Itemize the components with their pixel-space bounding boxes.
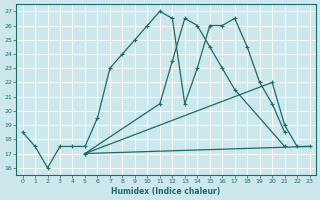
X-axis label: Humidex (Indice chaleur): Humidex (Indice chaleur) <box>111 187 221 196</box>
